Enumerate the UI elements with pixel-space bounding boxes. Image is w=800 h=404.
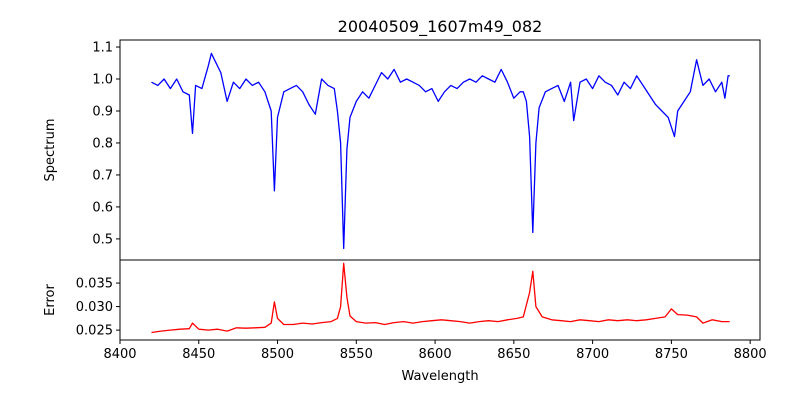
x-tick-label: 8550 bbox=[340, 347, 373, 362]
x-tick-label: 8750 bbox=[655, 347, 688, 362]
y-tick-label: 0.8 bbox=[92, 136, 113, 151]
y-tick-label: 0.035 bbox=[76, 277, 113, 292]
x-tick-label: 8700 bbox=[576, 347, 609, 362]
series-line-spectrum bbox=[151, 52, 730, 250]
chart-title: 20040509_1607m49_082 bbox=[338, 17, 543, 37]
x-tick-label: 8800 bbox=[734, 347, 767, 362]
y-tick-label: 1.1 bbox=[92, 41, 113, 56]
y-tick-label: 0.030 bbox=[76, 300, 113, 315]
x-tick-label: 8400 bbox=[103, 347, 136, 362]
y-axis-label-spectrum: Spectrum bbox=[43, 119, 58, 182]
y-tick-label: 0.5 bbox=[92, 232, 113, 247]
x-tick-label: 8500 bbox=[261, 347, 294, 362]
y-tick-label: 0.025 bbox=[76, 324, 113, 339]
x-axis-label: Wavelength bbox=[401, 369, 478, 384]
x-tick-label: 8600 bbox=[419, 347, 452, 362]
axes-frame-spectrum bbox=[119, 39, 761, 261]
y-axis-label-error: Error bbox=[43, 284, 58, 316]
axes-frame-error bbox=[119, 259, 761, 341]
y-tick-label: 0.6 bbox=[92, 200, 113, 215]
x-tick-label: 8450 bbox=[182, 347, 215, 362]
y-tick-label: 0.9 bbox=[92, 104, 113, 119]
y-tick-label: 0.7 bbox=[92, 168, 113, 183]
x-tick-label: 8650 bbox=[497, 347, 530, 362]
series-line-error bbox=[151, 262, 730, 334]
y-tick-label: 1.0 bbox=[92, 73, 113, 88]
